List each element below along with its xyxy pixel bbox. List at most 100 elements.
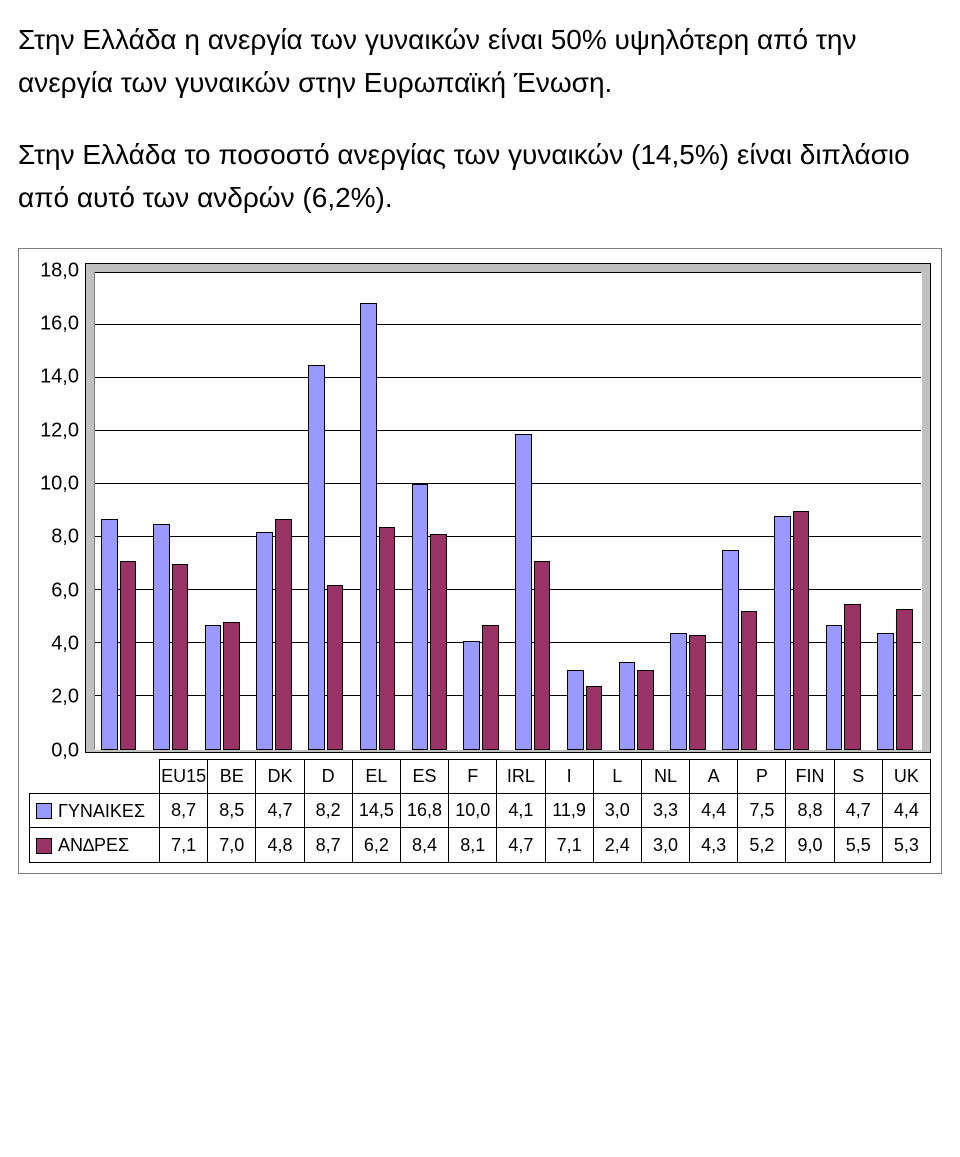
bar [463,641,480,750]
series-legend-cell: ΓΥΝΑΙΚΕΣ [30,793,160,828]
bars-layer [94,272,922,750]
table-cell: 5,5 [834,828,882,863]
series-legend-cell: ΑΝ∆ΡΕΣ [30,828,160,863]
table-cell: 8,2 [304,793,352,828]
table-row: ΓΥΝΑΙΚΕΣ8,78,54,78,214,516,810,04,111,93… [30,793,931,828]
table-cell: 8,8 [786,793,834,828]
table-cell: 4,1 [497,793,545,828]
bar-group [560,272,612,750]
table-cell: 4,4 [882,793,930,828]
table-cell: 4,4 [690,793,738,828]
table-cell: 7,1 [545,828,593,863]
table-cell: 4,7 [497,828,545,863]
intro-paragraph-1: Στην Ελλάδα η ανεργία των γυναικών είναι… [18,18,942,105]
bar [844,604,861,750]
legend-swatch-icon [36,803,52,819]
chart-container: 0,02,04,06,08,010,012,014,016,018,0 EU15… [18,248,942,875]
y-tick-label: 16,0 [40,312,79,335]
table-cell: 4,3 [690,828,738,863]
bar [896,609,913,750]
y-tick-label: 0,0 [51,739,79,762]
data-table: EU15BEDKDELESFIRLILNLAPFINSUKΓΥΝΑΙΚΕΣ8,7… [29,759,931,864]
bar-group [456,272,508,750]
bar [308,365,325,750]
table-category-header: F [449,759,497,793]
table-cell: 8,1 [449,828,497,863]
table-cell: 9,0 [786,828,834,863]
bar-group [405,272,457,750]
bar-group [353,272,405,750]
bar [205,625,222,750]
table-cell: 8,4 [400,828,448,863]
table-category-header: IRL [497,759,545,793]
bar [256,532,273,750]
bar-group [301,272,353,750]
table-category-header: L [593,759,641,793]
table-category-header: NL [641,759,689,793]
table-category-header: BE [208,759,256,793]
table-category-header: P [738,759,786,793]
table-cell: 3,3 [641,793,689,828]
table-category-header: DK [256,759,304,793]
bar-group [715,272,767,750]
series-name: ΓΥΝΑΙΚΕΣ [58,800,145,820]
table-cell: 11,9 [545,793,593,828]
bar [412,484,429,750]
table-cell: 14,5 [352,793,400,828]
y-tick-label: 6,0 [51,579,79,602]
bar [379,527,396,750]
bar [826,625,843,750]
bar [586,686,603,750]
bar [515,434,532,750]
chart-frame: 0,02,04,06,08,010,012,014,016,018,0 EU15… [29,263,931,864]
intro-text: Στην Ελλάδα η ανεργία των γυναικών είναι… [18,18,942,220]
table-category-header: UK [882,759,930,793]
table-category-header: S [834,759,882,793]
bar-group [819,272,871,750]
y-tick-label: 10,0 [40,472,79,495]
bar [172,564,189,750]
y-tick-label: 18,0 [40,259,79,282]
bar [689,635,706,749]
table-cell: 2,4 [593,828,641,863]
y-tick-label: 8,0 [51,526,79,549]
bar [430,534,447,749]
table-cell: 5,2 [738,828,786,863]
y-tick-label: 4,0 [51,632,79,655]
table-cell: 7,1 [160,828,208,863]
bar-group [663,272,715,750]
bar [670,633,687,750]
intro-paragraph-2: Στην Ελλάδα το ποσοστό ανεργίας των γυνα… [18,133,942,220]
bar [774,516,791,750]
bar [275,519,292,750]
table-cell: 4,8 [256,828,304,863]
bar [534,561,551,750]
legend-swatch-icon [36,838,52,854]
bar [360,303,377,749]
bar [637,670,654,750]
bar-group [249,272,301,750]
y-tick-label: 12,0 [40,419,79,442]
bar [153,524,170,750]
bar [120,561,137,750]
bar-group [767,272,819,750]
table-cell: 4,7 [256,793,304,828]
table-cell: 8,5 [208,793,256,828]
y-tick-label: 2,0 [51,686,79,709]
bar [101,519,118,750]
table-category-header: D [304,759,352,793]
bar-group [870,272,922,750]
table-cell: 8,7 [160,793,208,828]
table-cell: 5,3 [882,828,930,863]
table-cell: 3,0 [593,793,641,828]
table-cell: 10,0 [449,793,497,828]
table-cell: 7,0 [208,828,256,863]
table-cell: 3,0 [641,828,689,863]
bar [567,670,584,750]
bar-group [508,272,560,750]
bar-group [94,272,146,750]
series-name: ΑΝ∆ΡΕΣ [58,835,129,855]
table-row: ΑΝ∆ΡΕΣ7,17,04,88,76,28,48,14,77,12,43,04… [30,828,931,863]
y-axis: 0,02,04,06,08,010,012,014,016,018,0 [29,263,85,753]
plot-area [85,263,931,753]
